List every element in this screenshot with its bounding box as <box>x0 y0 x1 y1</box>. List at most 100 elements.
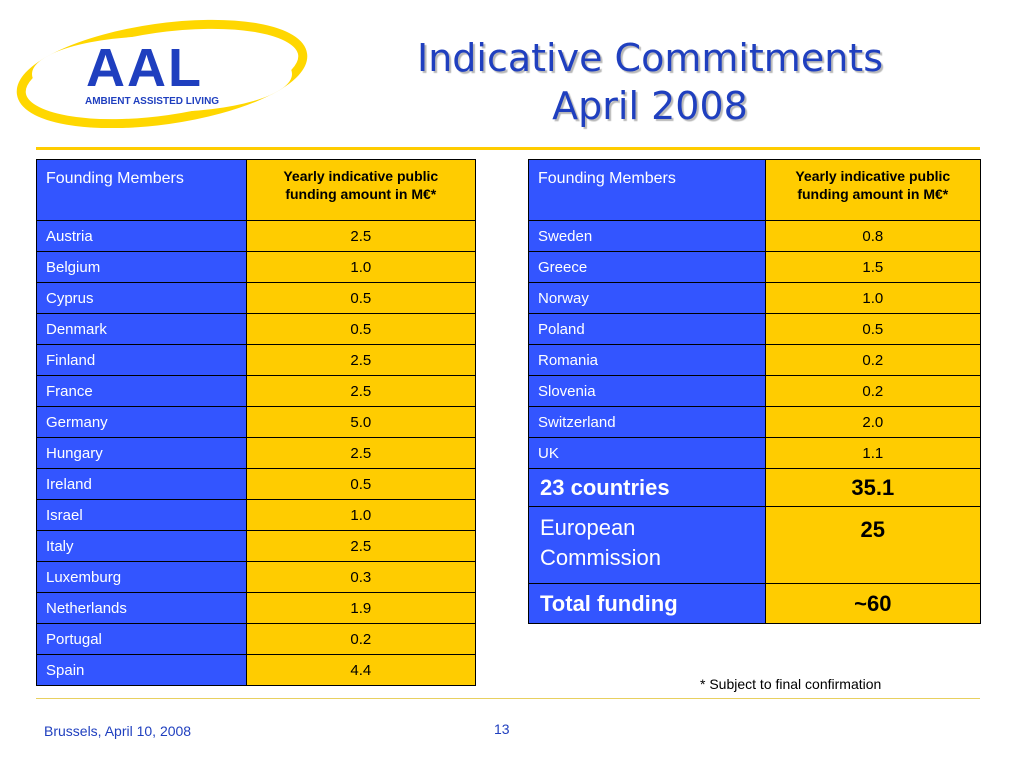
table-row: Austria 2.5 <box>36 220 477 252</box>
page-number: 13 <box>494 721 510 737</box>
country-cell: Sweden <box>528 220 766 252</box>
amount-cell: 5.0 <box>245 406 477 438</box>
summary-commission-line2: Commission <box>540 545 662 570</box>
country-cell: Ireland <box>36 468 247 500</box>
summary-total-label: Total funding <box>528 583 766 624</box>
table-header-row: Founding Members Yearly indicative publi… <box>36 159 477 221</box>
country-cell: Norway <box>528 282 766 314</box>
table-row: Romania 0.2 <box>528 344 982 376</box>
header-funding-line2: funding amount in M€* <box>797 186 949 202</box>
table-row: Norway 1.0 <box>528 282 982 314</box>
table-row: Ireland 0.5 <box>36 468 477 500</box>
header-funding-line1: Yearly indicative public <box>795 168 951 184</box>
amount-cell: 1.0 <box>245 499 477 531</box>
summary-commission-value: 25 <box>764 506 982 584</box>
country-cell: Switzerland <box>528 406 766 438</box>
table-row: Belgium 1.0 <box>36 251 477 283</box>
summary-countries-value: 35.1 <box>764 468 982 507</box>
amount-cell: 0.5 <box>245 313 477 345</box>
amount-cell: 0.5 <box>245 468 477 500</box>
country-cell: UK <box>528 437 766 469</box>
table-row: Luxemburg 0.3 <box>36 561 477 593</box>
amount-cell: 0.5 <box>245 282 477 314</box>
table-row: Cyprus 0.5 <box>36 282 477 314</box>
slide-title-line2: April 2008 <box>552 84 748 128</box>
table-row: Germany 5.0 <box>36 406 477 438</box>
footer-place-date: Brussels, April 10, 2008 <box>44 723 192 739</box>
amount-cell: 2.5 <box>245 437 477 469</box>
funding-table-right: Founding Members Yearly indicative publi… <box>528 159 982 624</box>
amount-cell: 0.2 <box>764 344 982 376</box>
header-funding-amount: Yearly indicative public funding amount … <box>764 159 982 221</box>
table-row: Slovenia 0.2 <box>528 375 982 407</box>
amount-cell: 0.2 <box>245 623 477 655</box>
amount-cell: 1.1 <box>764 437 982 469</box>
table-row: Greece 1.5 <box>528 251 982 283</box>
header-funding-amount: Yearly indicative public funding amount … <box>245 159 477 221</box>
amount-cell: 0.3 <box>245 561 477 593</box>
table-row: Netherlands 1.9 <box>36 592 477 624</box>
amount-cell: 2.5 <box>245 375 477 407</box>
country-cell: Netherlands <box>36 592 247 624</box>
amount-cell: 0.2 <box>764 375 982 407</box>
amount-cell: 1.0 <box>764 282 982 314</box>
amount-cell: 1.5 <box>764 251 982 283</box>
country-cell: Denmark <box>36 313 247 345</box>
header-founding-members: Founding Members <box>528 159 766 221</box>
amount-cell: 2.5 <box>245 344 477 376</box>
amount-cell: 2.0 <box>764 406 982 438</box>
amount-cell: 4.4 <box>245 654 477 686</box>
country-cell: Slovenia <box>528 375 766 407</box>
amount-cell: 1.0 <box>245 251 477 283</box>
title-divider <box>36 147 980 150</box>
summary-row-commission: European Commission 25 <box>528 506 982 584</box>
amount-cell: 0.8 <box>764 220 982 252</box>
country-cell: France <box>36 375 247 407</box>
header-funding-line2: funding amount in M€* <box>285 186 437 202</box>
header-funding-line1: Yearly indicative public <box>283 168 439 184</box>
summary-total-value: ~60 <box>764 583 982 624</box>
slide-title-line1: Indicative Commitments <box>416 36 883 80</box>
country-cell: Romania <box>528 344 766 376</box>
table-row: France 2.5 <box>36 375 477 407</box>
country-cell: Italy <box>36 530 247 562</box>
table-row: Portugal 0.2 <box>36 623 477 655</box>
summary-row-countries: 23 countries 35.1 <box>528 468 982 507</box>
table-row: Sweden 0.8 <box>528 220 982 252</box>
country-cell: Belgium <box>36 251 247 283</box>
aal-logo: AAL AMBIENT ASSISTED LIVING <box>16 19 308 128</box>
amount-cell: 2.5 <box>245 530 477 562</box>
summary-countries-label: 23 countries <box>528 468 766 507</box>
table-row: Switzerland 2.0 <box>528 406 982 438</box>
country-cell: Austria <box>36 220 247 252</box>
table-row: Poland 0.5 <box>528 313 982 345</box>
country-cell: Greece <box>528 251 766 283</box>
amount-cell: 2.5 <box>245 220 477 252</box>
table-row: Denmark 0.5 <box>36 313 477 345</box>
country-cell: Poland <box>528 313 766 345</box>
country-cell: Finland <box>36 344 247 376</box>
table-header-row: Founding Members Yearly indicative publi… <box>528 159 982 221</box>
table-row: Israel 1.0 <box>36 499 477 531</box>
table-row: UK 1.1 <box>528 437 982 469</box>
footer-divider <box>36 698 980 699</box>
table-row: Spain 4.4 <box>36 654 477 686</box>
header-founding-members: Founding Members <box>36 159 247 221</box>
country-cell: Luxemburg <box>36 561 247 593</box>
table-row: Finland 2.5 <box>36 344 477 376</box>
country-cell: Portugal <box>36 623 247 655</box>
table-row: Hungary 2.5 <box>36 437 477 469</box>
country-cell: Spain <box>36 654 247 686</box>
amount-cell: 0.5 <box>764 313 982 345</box>
country-cell: Hungary <box>36 437 247 469</box>
logo-tagline: AMBIENT ASSISTED LIVING <box>85 96 219 107</box>
country-cell: Israel <box>36 499 247 531</box>
amount-cell: 1.9 <box>245 592 477 624</box>
summary-commission-line1: European <box>540 515 636 540</box>
table-row: Italy 2.5 <box>36 530 477 562</box>
funding-table-left: Founding Members Yearly indicative publi… <box>36 159 477 686</box>
summary-row-total: Total funding ~60 <box>528 583 982 624</box>
country-cell: Cyprus <box>36 282 247 314</box>
slide-title: Indicative Commitments April 2008 <box>330 34 970 130</box>
summary-commission-label: European Commission <box>528 506 766 584</box>
